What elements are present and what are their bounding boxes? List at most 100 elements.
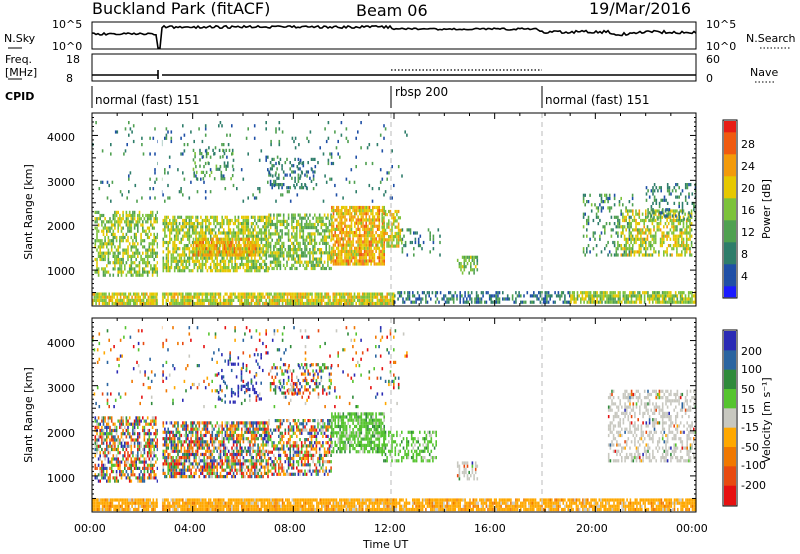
nsky-tick-top: 10^5 (52, 18, 82, 31)
power-cell (648, 211, 651, 215)
power-cell (323, 238, 326, 242)
power-cell (469, 297, 471, 301)
power-cell (373, 224, 376, 228)
power-cell (352, 295, 354, 299)
power-cell (312, 187, 315, 191)
power-cell (306, 136, 308, 140)
power-cell (312, 244, 314, 249)
power-cell (173, 266, 176, 270)
power-cell (200, 228, 202, 232)
power-cell (643, 291, 646, 295)
power-cell (647, 189, 649, 193)
power-cell (114, 264, 116, 268)
power-cell (474, 255, 477, 259)
power-cell (115, 239, 118, 243)
power-cell (368, 259, 371, 263)
power-cell (370, 253, 372, 257)
power-cell (367, 227, 369, 231)
power-cell (276, 295, 279, 299)
power-cell (291, 226, 293, 230)
power-cell (227, 161, 229, 165)
power-cell (262, 218, 264, 223)
power-cell (488, 297, 491, 301)
power-cell (355, 301, 357, 306)
power-cell (613, 222, 616, 226)
power-cell (142, 226, 144, 230)
power-cell (581, 291, 584, 295)
power-cell (156, 242, 159, 246)
power-cell (373, 218, 376, 222)
power-cell (177, 298, 179, 302)
power-cell (408, 297, 411, 301)
power-cell (332, 205, 335, 210)
power-cell (292, 235, 295, 239)
power-cell (339, 262, 341, 266)
power-cell (597, 215, 600, 219)
power-cell (200, 170, 203, 174)
freq-unit: [MHz] (5, 66, 37, 79)
power-cell (173, 298, 176, 302)
power-cell (200, 234, 202, 238)
power-cell (307, 226, 309, 230)
power-cell (304, 301, 307, 306)
power-cell (288, 292, 290, 296)
power-cell (586, 250, 588, 254)
power-cell (638, 228, 641, 232)
power-cell (383, 221, 385, 225)
power-cell (618, 222, 621, 226)
power-cell (182, 225, 184, 229)
power-cell (175, 225, 178, 229)
power-cell (375, 218, 377, 222)
power-cell (320, 266, 323, 271)
power-cell (678, 201, 680, 205)
power-cell (97, 267, 100, 271)
power-cell (130, 226, 133, 230)
power-cell (296, 238, 298, 242)
power-cell (121, 298, 123, 302)
power-cell (281, 241, 283, 245)
power-cell (104, 242, 106, 246)
power-cell (177, 237, 179, 241)
power-cell (123, 298, 125, 302)
power-cell (231, 301, 233, 306)
power-cell (662, 208, 664, 212)
power-cell (249, 228, 251, 232)
power-cell (678, 217, 680, 221)
power-cell (671, 222, 673, 226)
power-cell (281, 251, 283, 255)
power-cell (208, 266, 210, 270)
power-cell (119, 264, 121, 268)
power-cell (191, 225, 194, 229)
power-cell (289, 295, 292, 299)
power-cell (684, 297, 687, 301)
power-cell (172, 228, 174, 232)
power-cell (392, 244, 395, 248)
power-cell (133, 242, 136, 246)
power-cell (228, 247, 231, 251)
power-cell (289, 161, 291, 165)
power-cell (310, 263, 313, 267)
power-cell (407, 291, 409, 295)
power-cell (325, 226, 327, 230)
power-cell (613, 240, 616, 245)
power-cell (565, 300, 568, 304)
power-cell (584, 212, 586, 216)
power-cell (151, 273, 154, 277)
power-cell (164, 228, 166, 232)
power-cell (370, 209, 372, 213)
power-cell (130, 267, 133, 271)
power-cell (283, 298, 285, 302)
power-cell (334, 253, 336, 257)
power-cell (258, 292, 261, 296)
power-cell (205, 215, 207, 219)
power-cell (128, 298, 130, 302)
power-cell (331, 237, 333, 241)
power-cell (373, 240, 376, 244)
power-colorbar-frame (722, 119, 738, 299)
power-cell (144, 292, 146, 296)
power-cell (323, 260, 326, 264)
power-cell (178, 256, 181, 260)
power-cell (636, 237, 639, 241)
power-cell (124, 149, 127, 153)
power-cell (358, 227, 361, 231)
